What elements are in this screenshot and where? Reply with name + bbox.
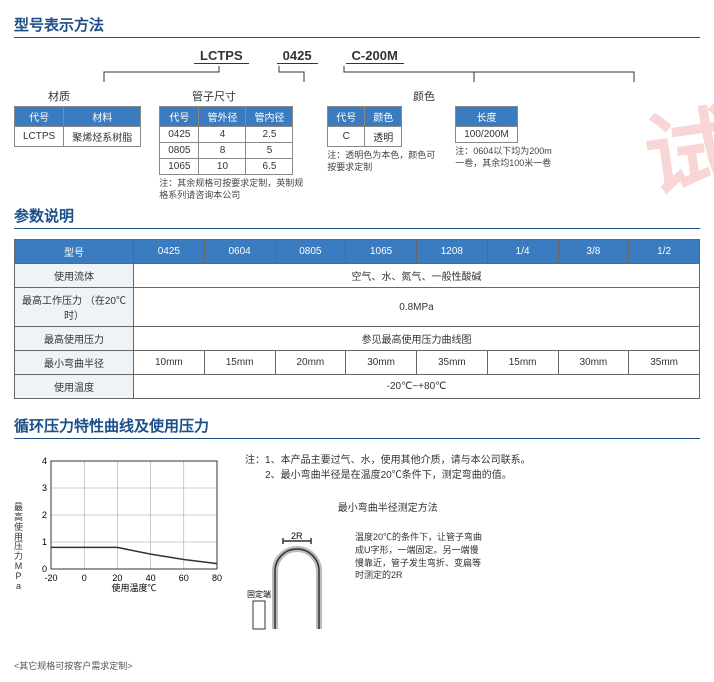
- td: 100/200M: [456, 127, 517, 143]
- th: 型号: [15, 240, 134, 264]
- td: 1065: [160, 159, 199, 175]
- svg-text:20: 20: [112, 573, 122, 583]
- footer-note: <其它规格可按客户需求定制>: [14, 659, 700, 672]
- label-color: 颜色: [324, 88, 524, 104]
- note-color: 注：透明色为本色，颜色可按要求定制: [327, 150, 437, 173]
- td: LCTPS: [15, 127, 64, 147]
- svg-text:1: 1: [42, 537, 47, 547]
- th: 代号: [160, 107, 199, 127]
- chart-ylabel: 最高使用压力MPa: [14, 453, 25, 641]
- heading-params: 参数说明: [14, 205, 700, 229]
- table-spec: 型号042506040805106512081/43/81/2 使用流体空气、水…: [14, 239, 700, 399]
- row-label: 使用流体: [15, 264, 134, 288]
- label-fixed: 固定端: [247, 589, 271, 599]
- td: 0425: [160, 127, 199, 143]
- note-length: 注：0604以下均为200m一卷，其余均100米一卷: [455, 146, 555, 169]
- table-length: 长度 100/200M: [455, 106, 517, 143]
- td: C: [328, 127, 365, 147]
- td: 30mm: [558, 351, 629, 375]
- method-title: 最小弯曲半径测定方法: [245, 501, 531, 516]
- td: 0805: [160, 143, 199, 159]
- th: 颜色: [365, 107, 402, 127]
- td: 6.5: [246, 159, 293, 175]
- label-tube-size: 管子尺寸: [104, 88, 324, 104]
- table-color: 代号颜色 C透明: [327, 106, 402, 147]
- th: 3/8: [558, 240, 629, 264]
- td: -20℃~+80℃: [134, 375, 700, 399]
- td: 10: [199, 159, 246, 175]
- th: 0805: [275, 240, 346, 264]
- svg-text:3: 3: [42, 483, 47, 493]
- th: 0604: [204, 240, 275, 264]
- row-label: 最高使用压力: [15, 327, 134, 351]
- row-label: 最高工作压力 （在20℃时）: [15, 288, 134, 327]
- td: 0.8MPa: [134, 288, 700, 327]
- heading-curve: 循环压力特性曲线及使用压力: [14, 415, 700, 439]
- td: 30mm: [346, 351, 417, 375]
- svg-text:80: 80: [212, 573, 222, 583]
- td: 20mm: [275, 351, 346, 375]
- td: 空气、水、氮气、一般性酸碱: [134, 264, 700, 288]
- th: 1065: [346, 240, 417, 264]
- th: 1/4: [487, 240, 558, 264]
- th: 管内径: [246, 107, 293, 127]
- row-label: 最小弯曲半径: [15, 351, 134, 375]
- svg-text:2: 2: [42, 510, 47, 520]
- th: 材料: [64, 107, 141, 127]
- th: 长度: [456, 107, 517, 127]
- td: 2.5: [246, 127, 293, 143]
- svg-text:40: 40: [146, 573, 156, 583]
- svg-text:-20: -20: [45, 573, 58, 583]
- model-part-3: C-200M: [346, 48, 404, 64]
- th: 管外径: [199, 107, 246, 127]
- td: 10mm: [134, 351, 205, 375]
- row-label: 使用温度: [15, 375, 134, 399]
- method-text: 温度20℃的条件下，让管子弯曲成U字形，一端固定。另一端慢慢靠近，管子发生弯折、…: [355, 531, 485, 581]
- th: 0425: [134, 240, 205, 264]
- td: 15mm: [204, 351, 275, 375]
- model-part-2: 0425: [277, 48, 318, 64]
- note-1: 注：1、本产品主要过气、水，使用其他介质，请与本公司联系。: [245, 453, 531, 468]
- note-2: 2、最小弯曲半径是在温度20℃条件下，测定弯曲的值。: [245, 468, 531, 483]
- th: 代号: [328, 107, 365, 127]
- svg-text:0: 0: [82, 573, 87, 583]
- note-size: 注：其余规格可按要求定制，英制规格系列请咨询本公司: [159, 178, 309, 201]
- svg-text:使用温度℃: 使用温度℃: [112, 582, 157, 593]
- method-diagram: 2R 固定端: [245, 531, 345, 641]
- table-material: 代号材料 LCTPS聚烯烃系树脂: [14, 106, 141, 147]
- td: 35mm: [629, 351, 700, 375]
- th: 1/2: [629, 240, 700, 264]
- td: 8: [199, 143, 246, 159]
- td: 4: [199, 127, 246, 143]
- label-material: 材质: [14, 88, 104, 104]
- td: 5: [246, 143, 293, 159]
- th: 1208: [417, 240, 488, 264]
- svg-text:60: 60: [179, 573, 189, 583]
- model-part-1: LCTPS: [194, 48, 249, 64]
- pressure-chart: 最高使用压力MPa 01234-20020406080使用温度℃: [14, 453, 225, 641]
- tree-lines: [14, 66, 694, 88]
- heading-model-method: 型号表示方法: [14, 14, 700, 38]
- td: 聚烯烃系树脂: [64, 127, 141, 147]
- table-size: 代号管外径管内径 042542.5 080585 1065106.5: [159, 106, 293, 175]
- td: 35mm: [417, 351, 488, 375]
- model-code-row: LCTPS 0425 C-200M: [194, 48, 700, 64]
- label-2r: 2R: [291, 531, 303, 541]
- td: 透明: [365, 127, 402, 147]
- td: 15mm: [487, 351, 558, 375]
- td: 参见最高使用压力曲线图: [134, 327, 700, 351]
- th: 代号: [15, 107, 64, 127]
- svg-text:4: 4: [42, 456, 47, 466]
- chart-svg: 01234-20020406080使用温度℃: [25, 453, 225, 593]
